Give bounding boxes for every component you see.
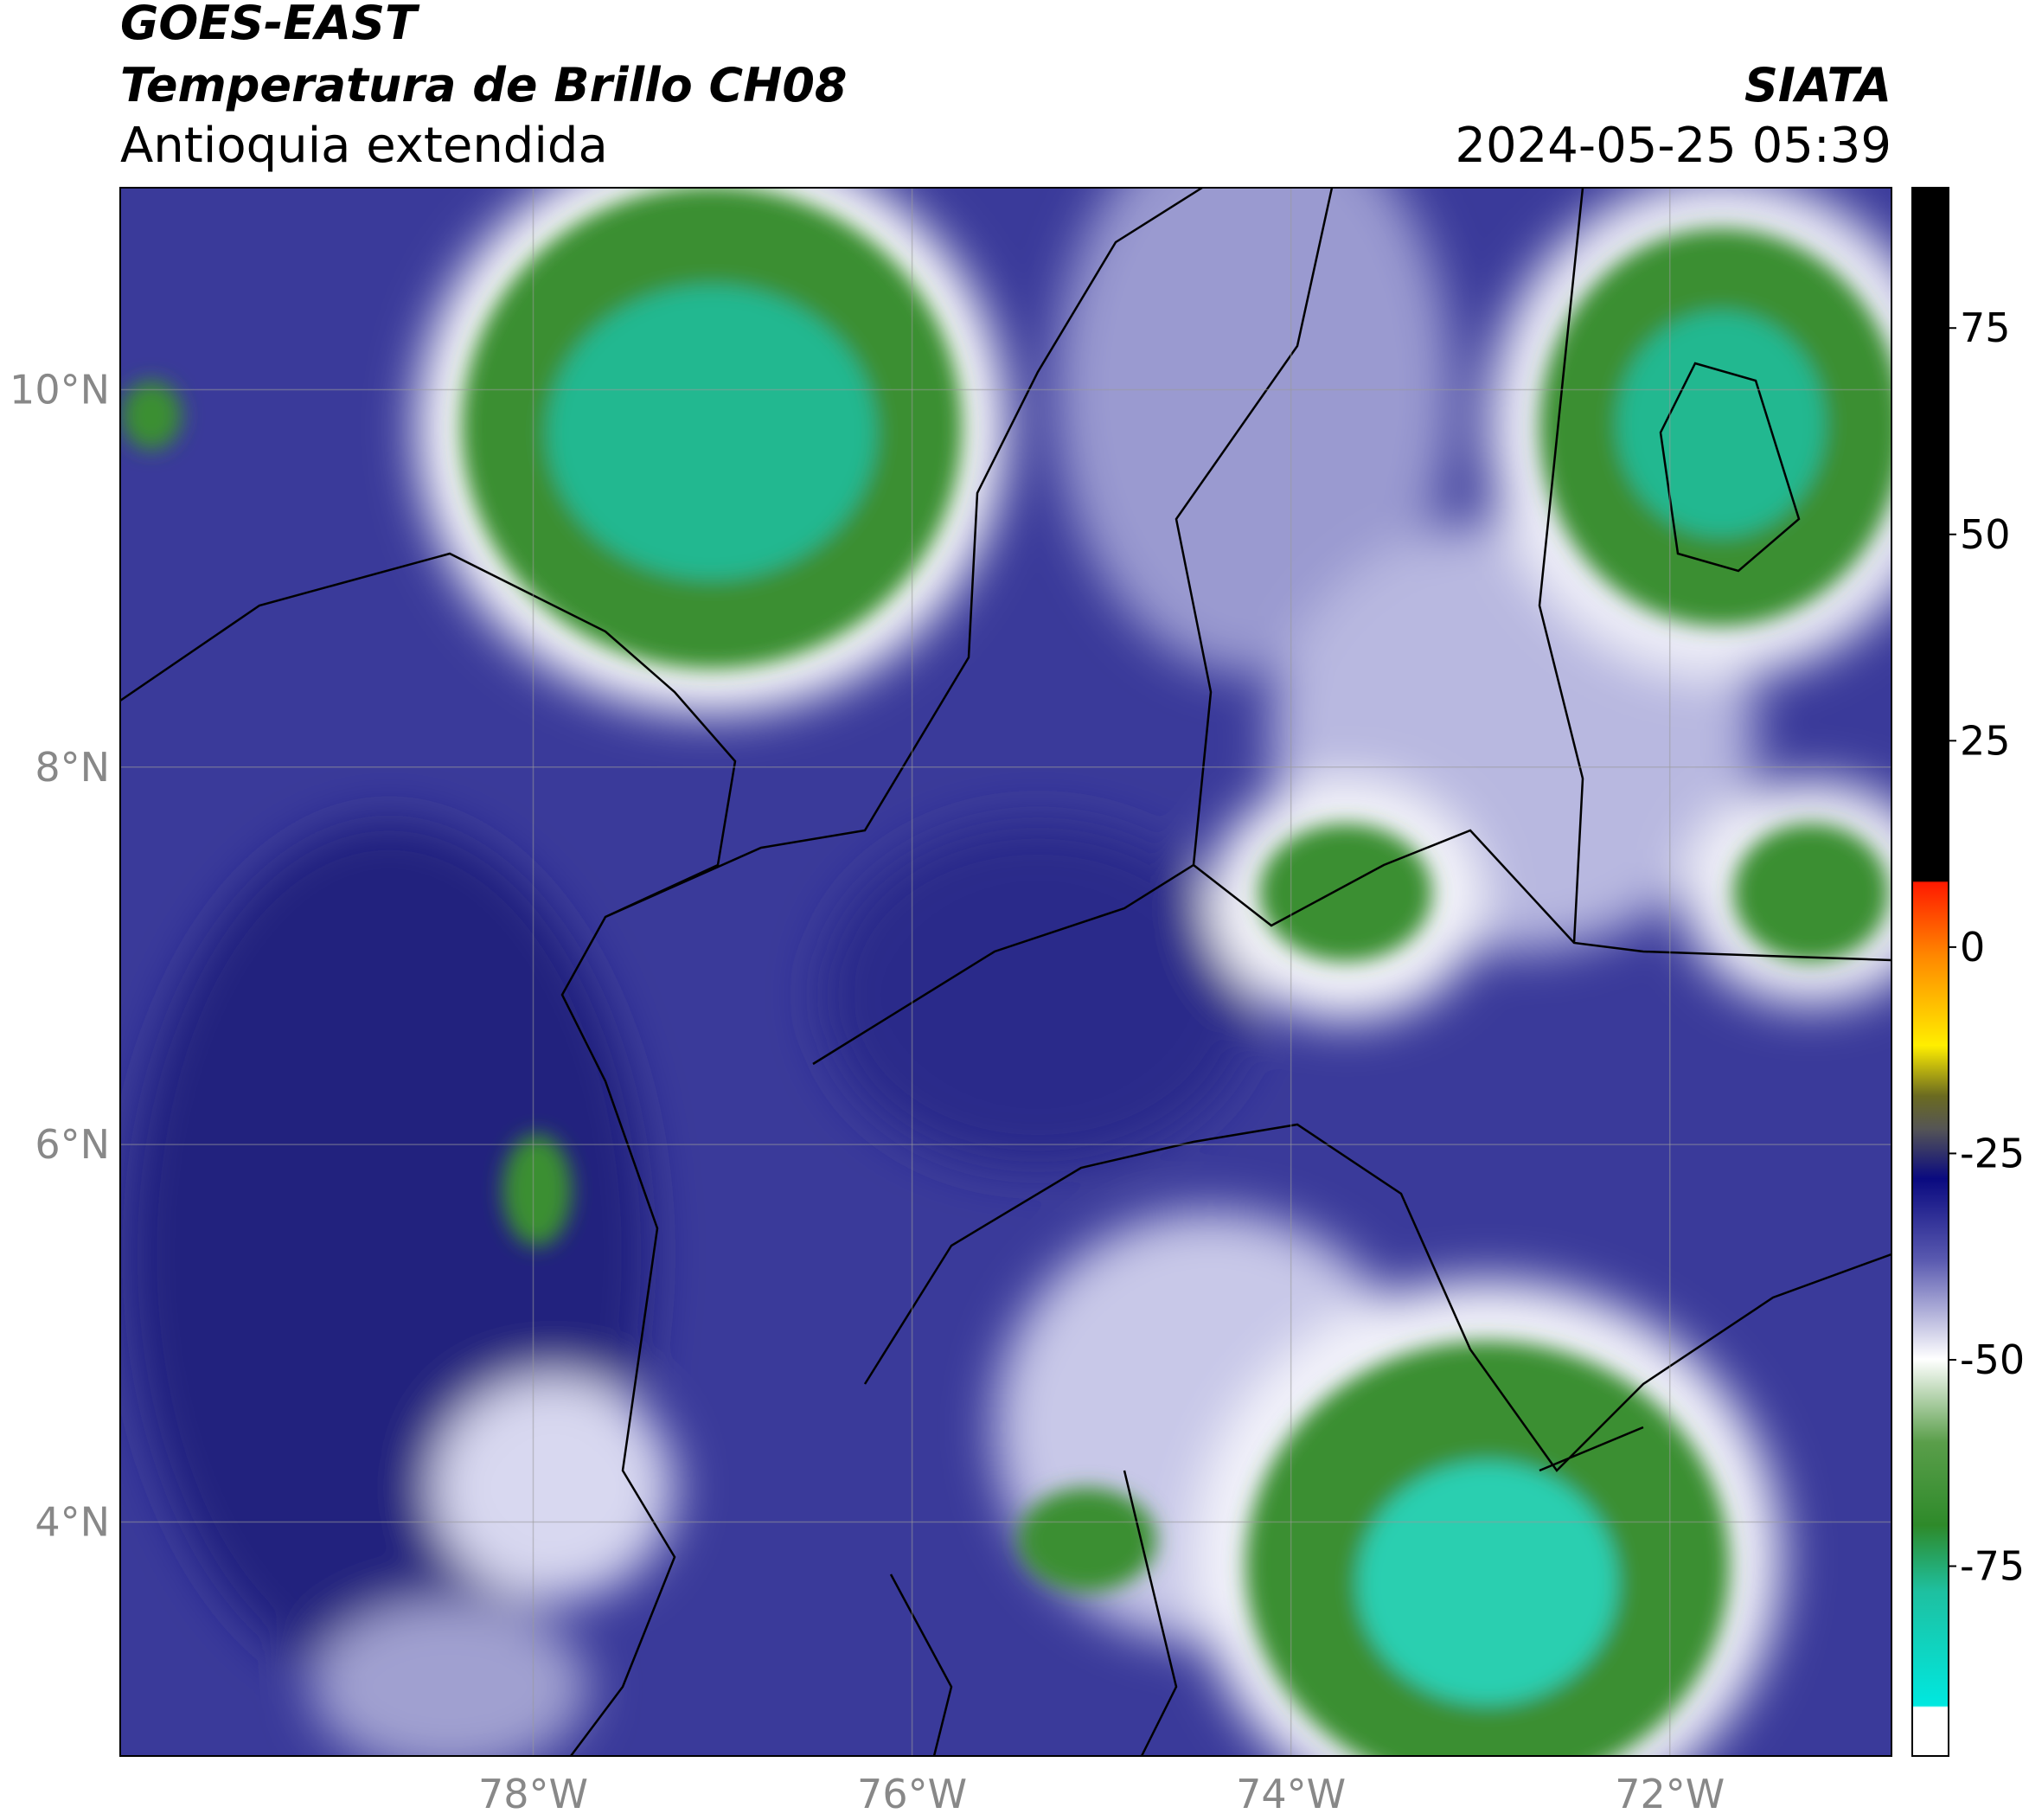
colorbar: [1911, 187, 1949, 1757]
colorbar-tick-label: -75: [1960, 1543, 2025, 1590]
lon-tick-label: 72°W: [1615, 1771, 1725, 1817]
colorbar-tick-label: 0: [1960, 924, 1985, 971]
colorbar-tick-label: -25: [1960, 1130, 2025, 1176]
title: GOES-EAST: [120, 0, 420, 50]
region: Antioquia extendida: [120, 118, 608, 174]
colorbar-tick-label: -50: [1960, 1336, 2025, 1383]
subtitle: Temperatura de Brillo CH08: [120, 58, 848, 112]
colorbar-tick-label: 50: [1960, 511, 2011, 558]
colorbar-tick-label: 75: [1960, 304, 2011, 351]
lon-tick-label: 74°W: [1236, 1771, 1346, 1817]
datetime: 2024-05-25 05:39: [1455, 118, 1891, 174]
colorbar-tick-label: 25: [1960, 717, 2011, 764]
map-frame: [119, 187, 1892, 1757]
lat-tick-label: 10°N: [10, 366, 110, 413]
lat-tick-label: 6°N: [35, 1121, 110, 1168]
lon-tick-label: 76°W: [857, 1771, 967, 1817]
lat-tick-label: 4°N: [35, 1498, 110, 1545]
lon-tick-label: 78°W: [478, 1771, 588, 1817]
lat-tick-label: 8°N: [35, 744, 110, 791]
satellite-image: [120, 188, 1891, 1756]
source: SIATA: [1744, 58, 1891, 112]
